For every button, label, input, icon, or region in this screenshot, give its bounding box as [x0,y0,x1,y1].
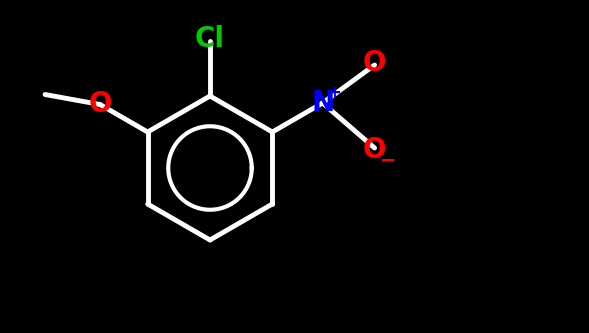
Text: O: O [88,91,112,119]
Text: +: + [327,84,342,102]
Text: O: O [363,136,386,164]
Text: N: N [311,89,334,117]
Text: O: O [363,49,386,77]
Text: −: − [380,151,397,169]
Text: Cl: Cl [195,25,225,53]
